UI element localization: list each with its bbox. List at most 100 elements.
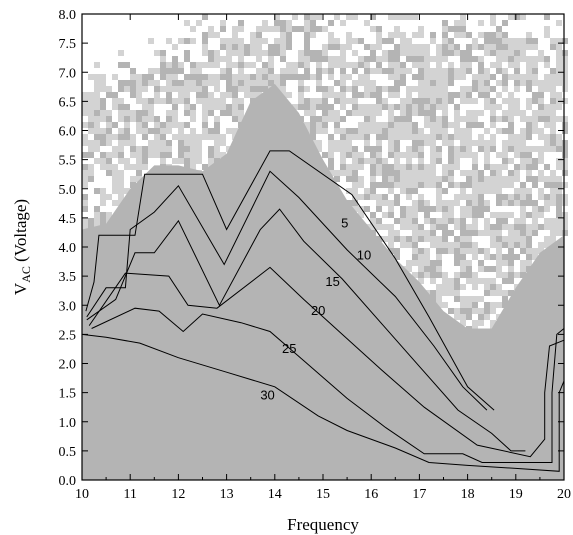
speckle-cell [376,134,382,140]
speckle-cell [508,62,514,68]
speckle-cell [496,170,502,176]
speckle-cell [322,98,328,104]
speckle-cell [460,230,466,236]
speckle-cell [478,134,484,140]
speckle-cell [190,140,196,146]
speckle-cell [148,146,154,152]
speckle-cell [340,50,346,56]
speckle-cell [172,158,178,164]
speckle-cell [394,44,400,50]
speckle-cell [424,134,430,140]
speckle-cell [394,248,400,254]
contour-label-30: 30 [260,388,274,403]
speckle-cell [106,164,112,170]
speckle-cell [298,98,304,104]
speckle-cell [202,14,208,20]
speckle-cell [514,44,520,50]
speckle-cell [142,80,148,86]
speckle-cell [484,314,490,320]
speckle-cell [298,56,304,62]
speckle-cell [538,170,544,176]
speckle-cell [412,188,418,194]
speckle-cell [496,152,502,158]
speckle-cell [424,200,430,206]
y-tick-label: 7.0 [59,66,77,81]
speckle-cell [124,188,130,194]
speckle-cell [328,170,334,176]
speckle-cell [430,104,436,110]
speckle-cell [460,146,466,152]
speckle-cell [436,236,442,242]
speckle-cell [358,38,364,44]
speckle-cell [466,248,472,254]
speckle-cell [250,62,256,68]
speckle-cell [508,116,514,122]
speckle-cell [238,110,244,116]
speckle-cell [202,122,208,128]
speckle-cell [238,50,244,56]
speckle-cell [520,194,526,200]
speckle-cell [196,86,202,92]
speckle-cell [508,158,514,164]
contour-line-20 [88,266,565,458]
speckle-cell [238,38,244,44]
speckle-cell [478,80,484,86]
speckle-cell [280,20,286,26]
speckle-cell [406,260,412,266]
speckle-cell [532,80,538,86]
speckle-cell [442,236,448,242]
speckle-cell [532,62,538,68]
speckle-cell [508,200,514,206]
speckle-cell [430,218,436,224]
speckle-cell [454,122,460,128]
speckle-cell [412,242,418,248]
speckle-cell [478,182,484,188]
speckle-cell [136,92,142,98]
speckle-cell [430,68,436,74]
speckle-cell [100,110,106,116]
speckle-cell [178,62,184,68]
speckle-cell [352,158,358,164]
speckle-cell [118,194,124,200]
speckle-cell [406,38,412,44]
speckle-cell [454,128,460,134]
speckle-cell [316,98,322,104]
speckle-cell [454,104,460,110]
speckle-cell [478,206,484,212]
speckle-cell [412,272,418,278]
speckle-cell [442,164,448,170]
speckle-cell [352,176,358,182]
speckle-cell [358,212,364,218]
speckle-cell [250,86,256,92]
speckle-cell [400,116,406,122]
speckle-cell [202,104,208,110]
speckle-cell [436,266,442,272]
speckle-cell [268,68,274,74]
speckle-cell [388,140,394,146]
speckle-cell [442,302,448,308]
speckle-cell [496,284,502,290]
speckle-cell [388,50,394,56]
speckle-cell [166,62,172,68]
speckle-cell [520,212,526,218]
speckle-cell [172,56,178,62]
speckle-cell [106,140,112,146]
speckle-cell [370,14,376,20]
speckle-cell [190,74,196,80]
speckle-cell [418,62,424,68]
speckle-cell [394,86,400,92]
speckle-cell [394,134,400,140]
speckle-cell [262,80,268,86]
speckle-cell [490,230,496,236]
speckle-cell [136,80,142,86]
speckle-cell [478,74,484,80]
speckle-cell [322,104,328,110]
speckle-cell [520,218,526,224]
speckle-cell [142,104,148,110]
speckle-cell [328,152,334,158]
speckle-cell [430,32,436,38]
speckle-cell [478,20,484,26]
speckle-cell [130,176,136,182]
speckle-cell [130,68,136,74]
speckle-cell [394,80,400,86]
